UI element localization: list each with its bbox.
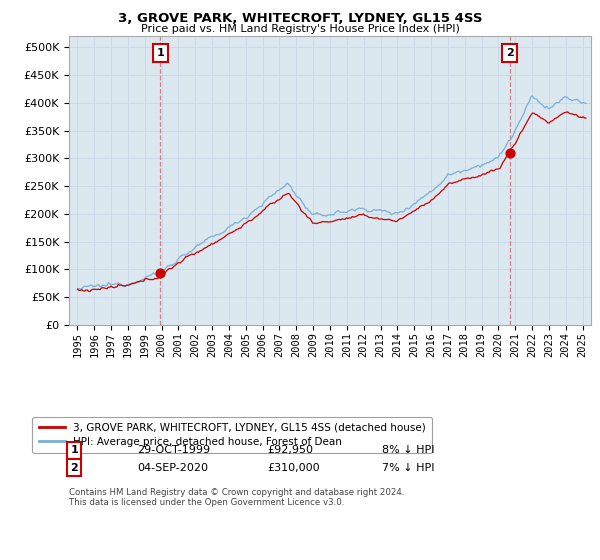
Text: Contains HM Land Registry data © Crown copyright and database right 2024.
This d: Contains HM Land Registry data © Crown c…: [69, 488, 404, 507]
Text: 8% ↓ HPI: 8% ↓ HPI: [382, 445, 434, 455]
Text: Price paid vs. HM Land Registry's House Price Index (HPI): Price paid vs. HM Land Registry's House …: [140, 24, 460, 34]
Text: 3, GROVE PARK, WHITECROFT, LYDNEY, GL15 4SS: 3, GROVE PARK, WHITECROFT, LYDNEY, GL15 …: [118, 12, 482, 25]
Text: 2: 2: [70, 463, 78, 473]
Point: [155, 269, 165, 278]
Text: 1: 1: [157, 48, 164, 58]
Text: £310,000: £310,000: [268, 463, 320, 473]
Text: 1: 1: [70, 445, 78, 455]
Legend: 3, GROVE PARK, WHITECROFT, LYDNEY, GL15 4SS (detached house), HPI: Average price: 3, GROVE PARK, WHITECROFT, LYDNEY, GL15 …: [32, 417, 432, 453]
Point: [505, 148, 514, 157]
Text: 7% ↓ HPI: 7% ↓ HPI: [382, 463, 434, 473]
Text: £92,950: £92,950: [268, 445, 313, 455]
Text: 04-SEP-2020: 04-SEP-2020: [137, 463, 208, 473]
Text: 2: 2: [506, 48, 514, 58]
Text: 29-OCT-1999: 29-OCT-1999: [137, 445, 210, 455]
